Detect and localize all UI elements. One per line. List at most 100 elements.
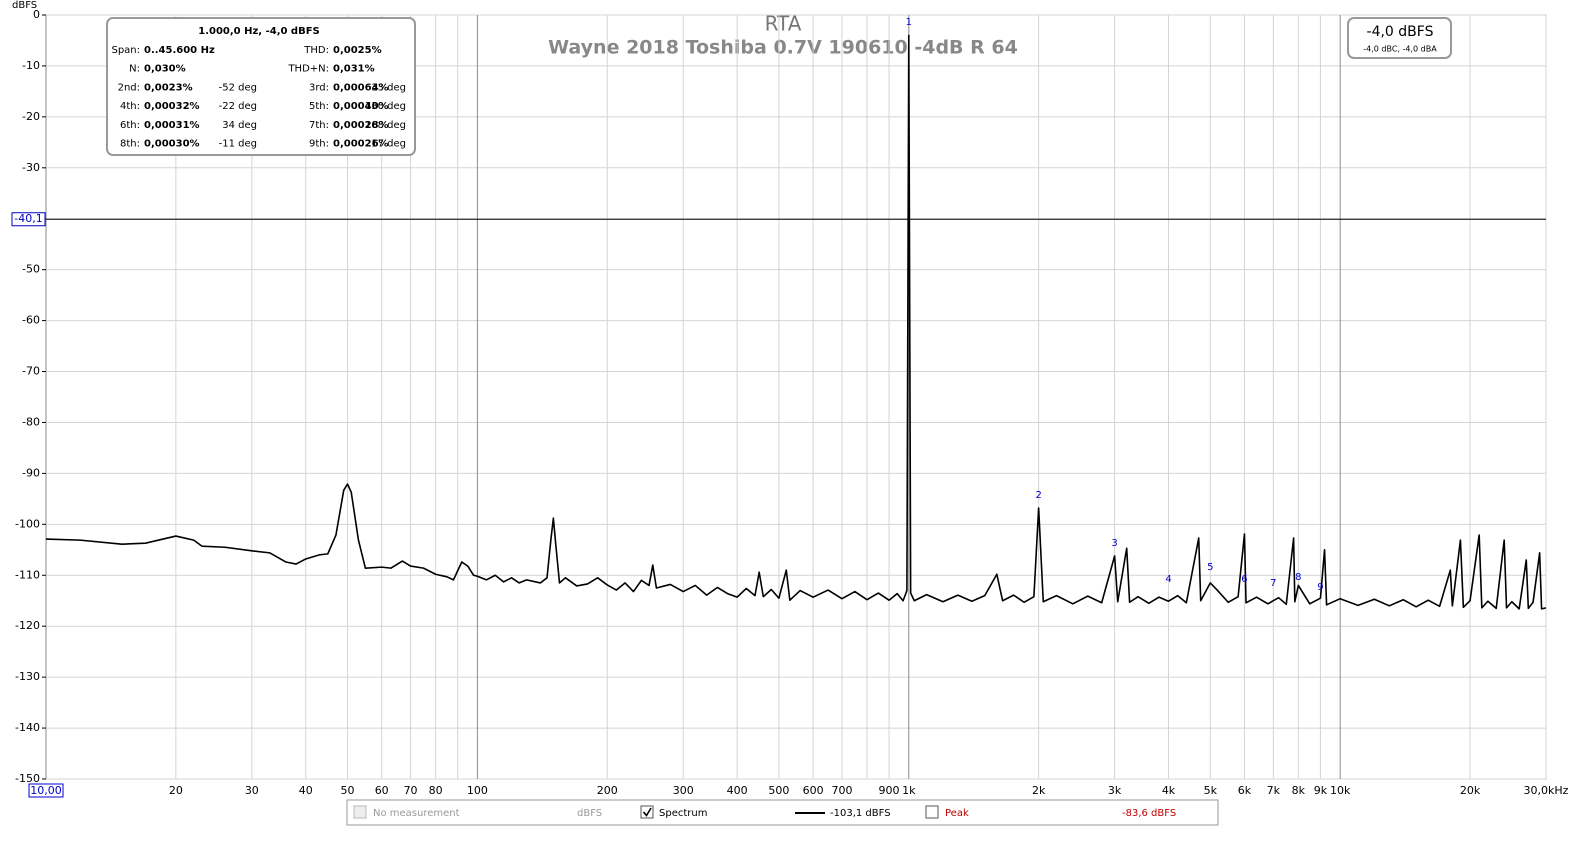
harmonic-marker: 8: [1295, 572, 1301, 583]
x-tick-label: 8k: [1292, 784, 1306, 797]
info-box: [106, 17, 416, 156]
legend-text: Peak: [945, 808, 969, 819]
info-cell: 0,00064%: [333, 83, 389, 94]
info-cell: 0,0025%: [333, 45, 382, 56]
y-tick-label: 0: [33, 8, 40, 21]
info-cell: 0,0023%: [144, 83, 193, 94]
y-tick-label: -140: [15, 721, 40, 734]
x-tick-label: 700: [831, 784, 852, 797]
checkmark: [642, 807, 652, 817]
x-tick-label: 2k: [1032, 784, 1046, 797]
legend-value: -103,1 dBFS: [830, 808, 891, 819]
y-cursor-label: -40,1: [14, 212, 42, 225]
legend-value: -83,6 dBFS: [1122, 808, 1176, 819]
level-box: [1347, 17, 1452, 59]
x-tick-label: 600: [803, 784, 824, 797]
x-tick-label: 4k: [1162, 784, 1176, 797]
x-tick-label: 400: [727, 784, 748, 797]
info-cell: 0,00032%: [144, 101, 200, 112]
harmonic-marker: 4: [1165, 574, 1171, 585]
info-cell: 3rd:: [309, 83, 329, 94]
x-tick-label: 30,0kHz: [1524, 784, 1569, 797]
harmonic-marker: 7: [1270, 578, 1276, 589]
info-cell: 33 deg: [371, 83, 406, 94]
y-tick-label: -20: [22, 110, 40, 123]
info-cell: 7th:: [309, 120, 329, 131]
x-tick-label: 60: [375, 784, 389, 797]
x-tick-label: 6k: [1238, 784, 1252, 797]
y-tick-label: -70: [22, 365, 40, 378]
checkbox: [353, 805, 367, 819]
info-cell: 4th:: [120, 101, 140, 112]
info-cell: 2nd:: [118, 83, 140, 94]
y-tick-label: -30: [22, 161, 40, 174]
x-cursor-box: [28, 783, 64, 798]
info-cell: 130 deg: [365, 101, 406, 112]
info-cell: 9th:: [309, 139, 329, 150]
x-tick-label: 5k: [1204, 784, 1218, 797]
info-cell: 0,00028%: [333, 120, 389, 131]
y-tick-label: -10: [22, 59, 40, 72]
info-cell: -11 deg: [219, 139, 257, 150]
spectrum-line: [45, 34, 1547, 610]
data: [45, 34, 1547, 610]
y-tick-label: -80: [22, 415, 40, 428]
info-cell: 34 deg: [222, 120, 257, 131]
y-tick-label: -50: [22, 263, 40, 276]
y-tick-label: -90: [22, 466, 40, 479]
harmonic-marker: 1: [906, 17, 912, 28]
info-cell: THD+N:: [287, 64, 329, 75]
y-cursor-box: [11, 212, 46, 227]
info-cell: 17 deg: [371, 139, 406, 150]
harmonic-marker: 6: [1241, 574, 1247, 585]
info-cell: 5th:: [309, 101, 329, 112]
y-tick-label: -100: [15, 517, 40, 530]
info-cell: 0,00040%: [333, 101, 389, 112]
grid: [42, 14, 1547, 780]
x-tick-label: 100: [467, 784, 488, 797]
x-tick-label: 900: [879, 784, 900, 797]
info-cell: THD:: [303, 45, 329, 56]
x-tick-label: 500: [768, 784, 789, 797]
x-tick-label: 7k: [1267, 784, 1281, 797]
harmonic-marker: 2: [1035, 490, 1041, 501]
y-tick-label: -120: [15, 619, 40, 632]
info-header: 1.000,0 Hz, -4,0 dBFS: [198, 26, 320, 37]
info-cell: 0,00026%: [333, 139, 389, 150]
x-tick-label: 10k: [1330, 784, 1351, 797]
legend-text: No measurement: [373, 808, 460, 819]
harmonic-marker: 3: [1111, 538, 1117, 549]
info-cell: 0,00031%: [144, 120, 200, 131]
y-axis-label: dBFS: [12, 0, 37, 11]
x-tick-label: 50: [341, 784, 355, 797]
x-tick-label: 20: [169, 784, 183, 797]
x-tick-label: 40: [299, 784, 313, 797]
info-cell: -52 deg: [219, 83, 257, 94]
info-cell: -22 deg: [219, 101, 257, 112]
x-tick-label: 3k: [1108, 784, 1122, 797]
x-tick-label: 70: [404, 784, 418, 797]
y-tick-label: -110: [15, 568, 40, 581]
info-cell: Span:: [111, 45, 140, 56]
x-tick-label: 30: [245, 784, 259, 797]
checkbox[interactable]: [925, 805, 939, 819]
legend-unit: dBFS: [577, 808, 602, 819]
x-tick-label: 9k: [1314, 784, 1328, 797]
harmonic-marker: 9: [1317, 582, 1323, 593]
info-cell: 168 deg: [365, 120, 406, 131]
x-tick-label: 20k: [1460, 784, 1481, 797]
level-sub: -4,0 dBC, -4,0 dBA: [1363, 45, 1437, 54]
y-tick-label: -150: [15, 772, 40, 785]
info-cell: N:: [129, 64, 140, 75]
harmonic-marker: 5: [1207, 562, 1213, 573]
x-tick-label: 1k: [902, 784, 916, 797]
legend-series-name: Spectrum: [659, 808, 707, 819]
info-cell: 0,00030%: [144, 139, 200, 150]
info-cell: 0..45.600 Hz: [144, 45, 215, 56]
info-cell: 6th:: [120, 120, 140, 131]
chart-subtitle: Wayne 2018 Toshiba 0.7V 190610 -4dB R 64: [548, 37, 1018, 59]
x-cursor-label: 10,00: [30, 784, 62, 797]
x-tick-label: 300: [673, 784, 694, 797]
legend-bar: [346, 799, 1219, 826]
level-main: -4,0 dBFS: [1367, 24, 1434, 40]
